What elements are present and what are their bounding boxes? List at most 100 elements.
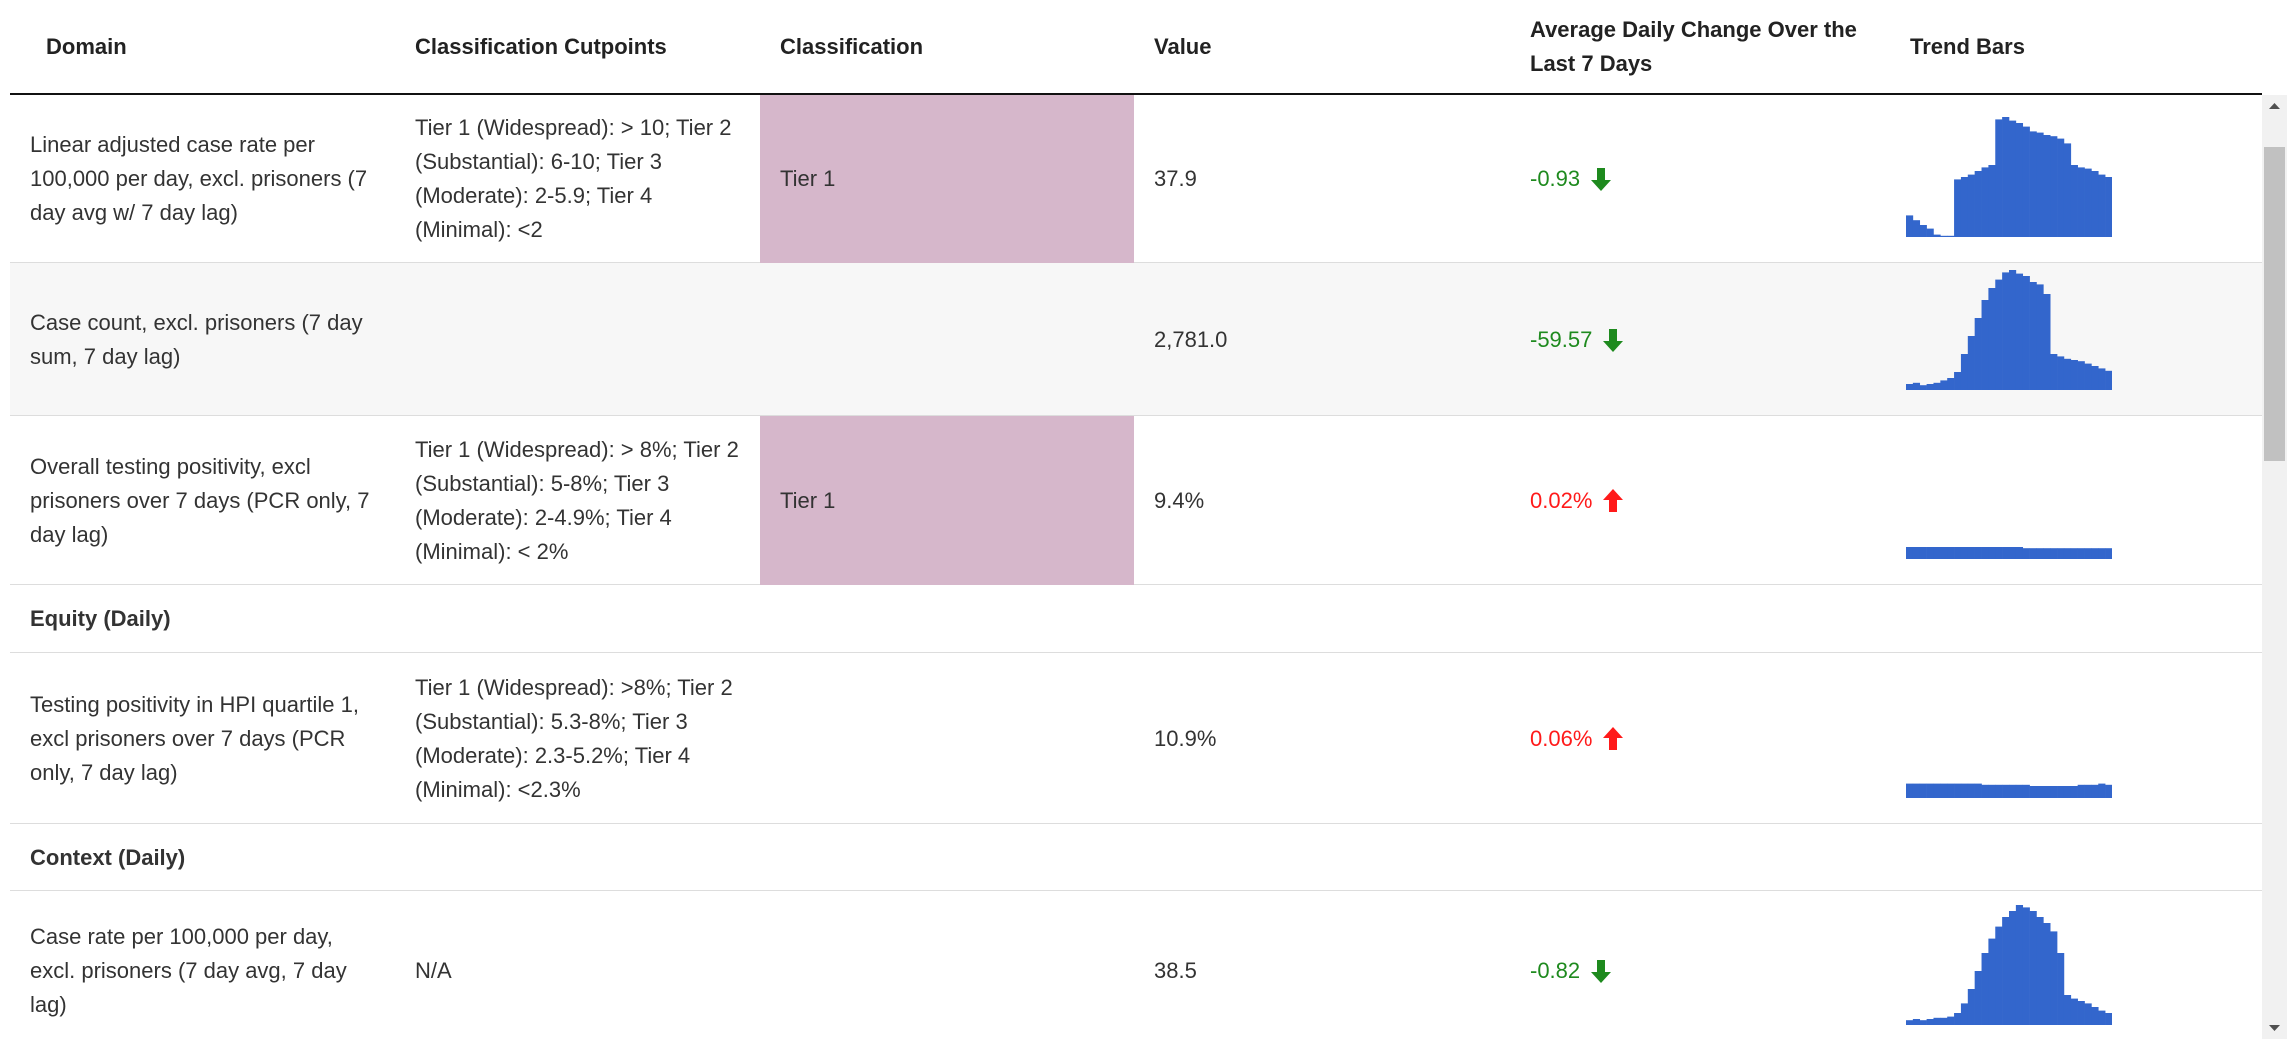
trend-bar [1954, 783, 1962, 798]
value-text: 2,781.0 [1154, 326, 1228, 352]
trend-bar [1933, 234, 1941, 237]
table-row: Overall testing positivity, excl prisone… [10, 416, 2262, 585]
trend-bars [1906, 905, 2112, 1025]
scroll-thumb[interactable] [2264, 147, 2285, 461]
trend-bar [1974, 318, 1982, 390]
value-cell: 10.9% [1134, 653, 1510, 824]
trend-bar [2029, 786, 2037, 798]
cutpoints-cell [395, 263, 760, 416]
value-cell: 9.4% [1134, 416, 1510, 585]
trend-bar [1988, 165, 1996, 237]
trend-bar [2022, 126, 2030, 237]
trend-bar [1919, 385, 1927, 390]
trend-bar [2077, 167, 2085, 237]
trend-bar [1940, 1017, 1948, 1025]
header-cell: Average Daily Change Over the Last 7 Day… [1530, 16, 1857, 76]
trend-bar [2084, 168, 2092, 237]
scroll-up[interactable] [2262, 95, 2287, 115]
domain-text: Linear adjusted case rate per 100,000 pe… [30, 132, 368, 225]
trend-bars [1906, 783, 2112, 798]
table-row: Case rate per 100,000 per day, excl. pri… [10, 891, 2262, 1039]
trend-bar [2098, 783, 2106, 798]
trend-bar [1919, 225, 1927, 237]
change-value: -0.93 [1530, 166, 1581, 191]
trend-bar [1933, 547, 1941, 559]
trend-bar [1926, 228, 1934, 237]
trend-bar [1967, 174, 1975, 237]
trend-bar [2009, 547, 2017, 559]
trend-bars [1906, 117, 2112, 237]
cutpoints-cell: N/A [395, 891, 760, 1039]
trend-bar [2091, 1007, 2099, 1025]
trend-bar [2050, 136, 2058, 237]
trend-bar [2084, 548, 2092, 559]
trend-bar [2077, 1001, 2085, 1025]
trend-bar [1912, 220, 1921, 237]
trend-bar [2098, 368, 2106, 390]
trend-bar [1947, 235, 1955, 237]
scroll-down[interactable] [2262, 1019, 2287, 1039]
classification-cell: Tier 1 [760, 416, 1134, 585]
arrow-up [1603, 488, 1624, 512]
trend-bar [2084, 1003, 2092, 1025]
trend-bar [2084, 784, 2092, 798]
change-cell: 0.06% [1510, 653, 1890, 824]
trend-bar [1988, 938, 1996, 1025]
trend-bar [1919, 547, 1927, 559]
trend-bar [1906, 547, 1914, 559]
trend-bar [1960, 783, 1969, 798]
trend-bar [2063, 548, 2072, 559]
value-text: 37.9 [1154, 166, 1197, 191]
trend-bar [2009, 911, 2017, 1025]
cutpoints-text: Tier 1 (Widespread): >8%; Tier 2 (Substa… [415, 674, 733, 802]
trend-bar [1919, 1020, 1927, 1025]
section-label: Equity (Daily) [30, 606, 171, 631]
classification-cell [760, 891, 1134, 1039]
trend-bar [1995, 547, 2003, 559]
value-cell: 37.9 [1134, 95, 1510, 263]
trend-bar [2022, 276, 2030, 390]
change-value: -59.57 [1530, 326, 1593, 352]
trend-bar [2091, 171, 2099, 237]
domain-cell: Overall testing positivity, excl prisone… [10, 416, 395, 585]
table-row: Case count, excl. prisoners (7 day sum, … [10, 263, 2262, 416]
trend-bar [1940, 380, 1948, 390]
trend-bar [2002, 784, 2010, 798]
trend-bar [2050, 548, 2058, 559]
trend-bar [2015, 273, 2024, 390]
trend-bar [1933, 1017, 1941, 1025]
scrollbar[interactable] [2262, 95, 2287, 1039]
value-cell: 38.5 [1134, 891, 1510, 1039]
trend-bar [2105, 177, 2112, 237]
arrow-down [1591, 168, 1612, 191]
trend-bar [1947, 547, 1955, 559]
trend-bar [2015, 123, 2024, 237]
trend-bar [1967, 989, 1975, 1025]
trend-bar [2050, 931, 2058, 1025]
section-label: Context (Daily) [30, 844, 186, 870]
header-cell: Domain [46, 33, 127, 59]
trend-bar [2077, 784, 2085, 798]
trend-bar [1947, 378, 1955, 390]
trend-bar [2002, 547, 2010, 559]
trend-bar [2002, 272, 2010, 390]
trend-bar [2043, 294, 2051, 390]
trend-bar [2057, 548, 2065, 559]
trend-bar [1988, 784, 1996, 798]
table-row: Linear adjusted case rate per 100,000 pe… [10, 95, 2262, 263]
trend-bar [1960, 1003, 1969, 1025]
trend-bar [1940, 783, 1948, 798]
trend-bar [1995, 784, 2003, 798]
trend-bar [1960, 547, 1969, 559]
trend-bar [2105, 548, 2112, 559]
arrow-up [1603, 726, 1624, 750]
trend-bar [1960, 354, 1969, 390]
cutpoints-cell: Tier 1 (Widespread): >8%; Tier 2 (Substa… [395, 653, 760, 824]
trend-bar [1974, 783, 1982, 798]
trend-bar [2022, 784, 2030, 798]
trend-bar [1981, 953, 1989, 1025]
trend-bar [1906, 384, 1914, 390]
trend-bar [2022, 907, 2030, 1025]
cutpoints-cell: Tier 1 (Widespread): > 10; Tier 2 (Subst… [395, 95, 760, 263]
